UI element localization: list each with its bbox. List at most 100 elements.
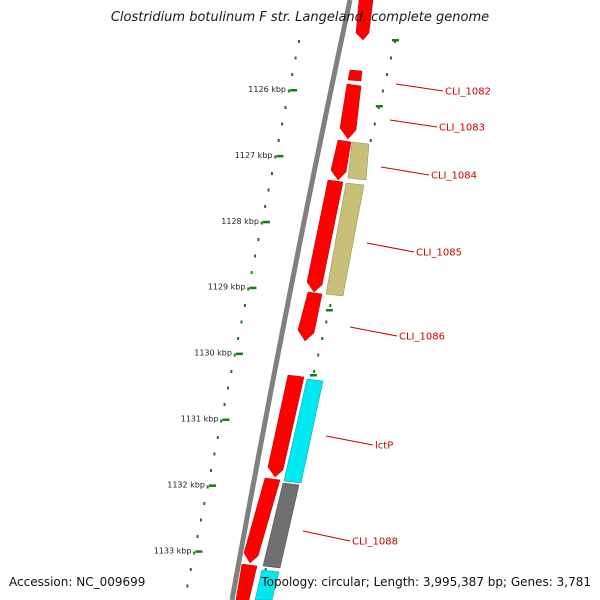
gene-lctp[interactable] <box>267 374 305 478</box>
gene-cli-1083[interactable] <box>339 83 362 140</box>
scale-dot <box>277 139 280 142</box>
scale-dot <box>247 287 250 291</box>
scale-tick <box>309 374 317 377</box>
gene-reverse[interactable] <box>254 569 280 600</box>
scale-tick-label: 1131 kbp <box>181 415 219 424</box>
gene-leader-line <box>302 530 351 542</box>
scale-dot <box>240 320 243 324</box>
scale-dots-outer <box>186 40 300 588</box>
scale-dot <box>284 106 287 109</box>
scale-dot <box>233 353 236 357</box>
scale-tick <box>262 220 270 224</box>
scale-dot <box>243 304 246 307</box>
scale-dot <box>260 221 263 225</box>
gene-label-cli-1085[interactable]: CLI_1085 <box>416 248 462 259</box>
scale-dot <box>264 205 267 208</box>
scale-dot <box>186 584 189 588</box>
scale-tick-label: 1126 kbp <box>248 85 286 94</box>
scale-dot <box>223 403 226 406</box>
scale-dot <box>264 568 267 571</box>
scale-tick <box>276 154 284 158</box>
genome-backbone <box>229 0 353 600</box>
scale-dot <box>329 304 332 307</box>
scale-dot <box>294 56 297 60</box>
scale-dot <box>291 73 294 76</box>
page-title: Clostridium botulinum F str. Langeland, … <box>110 10 490 25</box>
scale-dot <box>257 238 260 241</box>
gene-label-cli-1088[interactable]: CLI_1088 <box>352 537 398 548</box>
scale-tick-label: 1132 kbp <box>167 480 205 489</box>
gene-labels: CLI_1082 CLI_1083 CLI_1084 CLI_1085 CLI_1086… <box>302 83 491 548</box>
scale-tick-label: 1128 kbp <box>221 217 259 226</box>
scale-tick-label: 1129 kbp <box>208 283 246 292</box>
scale-tick-label: 1130 kbp <box>194 349 232 358</box>
scale-tick <box>375 105 383 108</box>
scale-dot <box>216 436 219 439</box>
scale-ticks: 1126 kbp 1127 kbp 1128 kbp 1129 kbp 1130 kbp… <box>154 85 297 555</box>
gene-leader-line <box>325 435 374 446</box>
scale-dot <box>189 568 192 571</box>
gene-label-cli-1083[interactable]: CLI_1083 <box>439 123 485 134</box>
forward-strand-genes <box>235 0 374 600</box>
scale-tick-label: 1133 kbp <box>154 546 192 555</box>
gene-cli-1084[interactable] <box>330 139 352 181</box>
scale-dot <box>381 89 384 93</box>
gene-leader-line <box>389 119 438 128</box>
gene-label-cli-1082[interactable]: CLI_1082 <box>445 87 491 98</box>
gene-cli-1082[interactable] <box>347 69 363 82</box>
scale-dot <box>237 337 240 340</box>
gene-label-cli-1084[interactable]: CLI_1084 <box>431 171 477 182</box>
gene-cli-1086[interactable] <box>297 291 323 342</box>
scale-dot <box>298 40 300 43</box>
scale-dot <box>203 502 206 505</box>
scale-dot <box>385 73 388 76</box>
scale-dot <box>199 518 202 522</box>
scale-dot <box>373 122 376 126</box>
scale-dot <box>220 419 223 423</box>
scale-dot <box>274 155 277 159</box>
scale-dot <box>321 337 324 340</box>
scale-dot <box>210 469 213 472</box>
scale-tick-label: 1127 kbp <box>235 151 273 160</box>
gene-cli-1088[interactable] <box>243 477 281 564</box>
scale-tick <box>392 39 399 42</box>
scale-dot <box>281 122 284 126</box>
gene-leader-line <box>380 166 430 176</box>
scale-dot <box>213 452 216 456</box>
scale-dot <box>193 551 196 555</box>
scale-dot <box>313 370 316 373</box>
scale-dot <box>196 535 199 538</box>
gene-cli-1085[interactable] <box>306 179 344 293</box>
scale-dot <box>226 386 229 390</box>
gene-lctp-reverse[interactable] <box>283 378 324 484</box>
scale-tick <box>222 418 230 421</box>
scale-tick <box>208 484 216 487</box>
scale-dot <box>270 172 273 175</box>
scale-dot <box>230 370 233 373</box>
gene-cli-1085-reverse[interactable] <box>325 182 365 297</box>
scale-dot <box>389 56 392 60</box>
gene-forward[interactable] <box>235 563 258 600</box>
gene-cli-1084-reverse[interactable] <box>347 141 370 181</box>
gene-cli-1088-reverse[interactable] <box>262 482 300 569</box>
scale-dot <box>287 89 290 93</box>
scale-dot <box>206 485 209 489</box>
gene-label-cli-1086[interactable]: CLI_1086 <box>399 332 445 343</box>
scale-dot <box>317 353 320 357</box>
gene-forward[interactable] <box>355 0 374 41</box>
scale-dot <box>267 188 270 192</box>
scale-tick <box>290 89 297 92</box>
scale-dot <box>254 254 257 258</box>
gene-leader-line <box>366 242 415 253</box>
scale-tick <box>235 352 243 356</box>
gene-label-lctp[interactable]: lctP <box>375 441 393 452</box>
scale-tick <box>249 286 257 290</box>
genome-summary-text: Topology: circular; Length: 3,995,387 bp… <box>261 575 591 589</box>
scale-tick <box>325 309 333 312</box>
gene-leader-line <box>395 83 444 92</box>
scale-dot <box>325 320 328 324</box>
scale-dot <box>369 139 372 142</box>
accession-text: Accession: NC_009699 <box>9 575 146 589</box>
scale-tick <box>195 550 203 553</box>
